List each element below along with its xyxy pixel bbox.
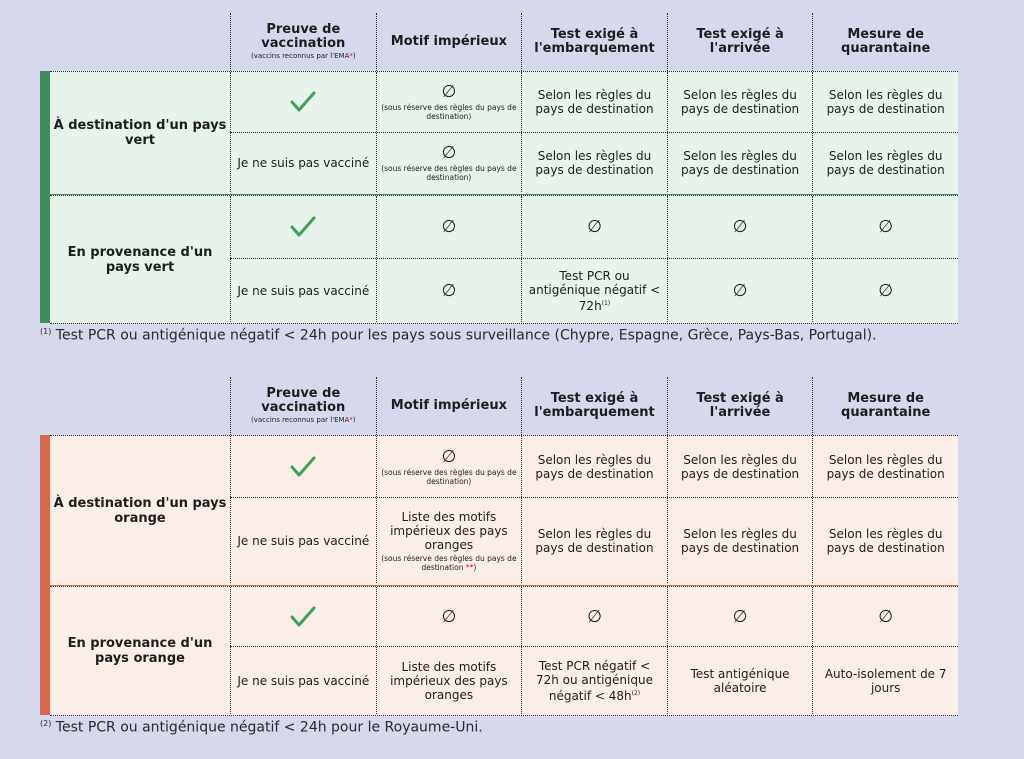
header-quarantine: Mesure de quarantaine: [812, 13, 958, 71]
empty-set-icon: ∅: [441, 142, 457, 163]
table-row: Je ne suis pas vacciné Liste des motifs …: [230, 647, 958, 714]
vaccinated-check: [230, 196, 376, 258]
check-icon: [290, 456, 316, 476]
arrival-cell: Selon les règles du pays de destination: [666, 436, 813, 497]
table-body: À destination d'un pays orange ∅ (sous ré…: [40, 435, 958, 716]
table-row: Je ne suis pas vacciné ∅ (sous réserve de…: [230, 133, 958, 192]
empty-set-icon: ∅: [441, 606, 457, 627]
header-reason: Motif impérieux: [375, 13, 522, 71]
reason-cell: Liste des motifs impérieux des pays oran…: [375, 498, 522, 583]
table-row: ∅ ∅ ∅ ∅: [230, 587, 958, 647]
group-from-orange: En provenance d'un pays orange ∅ ∅ ∅ ∅ J…: [50, 586, 958, 716]
arrival-cell: Selon les règles du pays de destination: [666, 72, 813, 132]
empty-set-icon: ∅: [441, 82, 457, 102]
arrival-cell: ∅: [666, 196, 813, 258]
quarantine-cell: Auto-isolement de 7 jours: [812, 647, 958, 714]
header-test-boarding: Test exigé à l'embarquement: [521, 377, 667, 435]
boarding-cell: ∅: [521, 587, 667, 646]
boarding-cell: ∅: [521, 196, 667, 258]
unvaccinated-cell: Je ne suis pas vacciné: [230, 259, 376, 322]
quarantine-cell: Selon les règles du pays de destination: [812, 436, 958, 497]
table-row: ∅ (sous réserve des règles du pays de des…: [230, 436, 958, 498]
empty-set-icon: ∅: [878, 217, 894, 237]
quarantine-cell: Selon les règles du pays de destination: [812, 133, 958, 192]
arrival-cell: ∅: [666, 259, 813, 322]
empty-set-icon: ∅: [732, 217, 748, 237]
header-test-arrival: Test exigé à l'arrivée: [666, 377, 813, 435]
empty-set-icon: ∅: [441, 217, 457, 237]
boarding-cell: Selon les règles du pays de destination: [521, 72, 667, 132]
header-proof-vaccination: Preuve de vaccination (vaccins reconnus …: [230, 13, 376, 71]
orange-color-bar: [40, 435, 50, 715]
header-proof-title: Preuve de vaccination: [261, 386, 346, 415]
boarding-cell: Selon les règles du pays de destination: [521, 498, 667, 583]
empty-set-icon: ∅: [587, 217, 602, 237]
empty-set-icon: ∅: [732, 280, 748, 301]
quarantine-cell: Selon les règles du pays de destination: [812, 72, 958, 132]
quarantine-cell: ∅: [812, 196, 958, 258]
footnote-2: (2) Test PCR ou antigénique négatif < 24…: [40, 719, 483, 736]
empty-set-icon: ∅: [441, 280, 457, 301]
boarding-cell: Selon les règles du pays de destination: [521, 436, 667, 497]
unvaccinated-cell: Je ne suis pas vacciné: [230, 498, 376, 583]
group-label: En provenance d'un pays orange: [67, 636, 213, 666]
reason-cell: ∅: [375, 196, 522, 258]
table-row: ∅ (sous réserve des règles du pays de des…: [230, 72, 958, 133]
unvaccinated-cell: Je ne suis pas vacciné: [230, 647, 376, 714]
quarantine-cell: Selon les règles du pays de destination: [812, 498, 958, 583]
group-label: À destination d'un pays vert: [53, 118, 227, 148]
vaccinated-check: [230, 587, 376, 646]
arrival-cell: Test antigénique aléatoire: [666, 647, 813, 714]
header-test-arrival: Test exigé à l'arrivée: [666, 13, 813, 71]
vaccinated-check: [230, 436, 376, 497]
table-row: Je ne suis pas vacciné ∅ Test PCR ou ant…: [230, 259, 958, 322]
header-test-boarding: Test exigé à l'embarquement: [521, 13, 667, 71]
group-dest-green: À destination d'un pays vert ∅ (sous rése…: [50, 71, 958, 196]
check-icon: [290, 216, 316, 237]
green-color-bar: [40, 71, 50, 323]
group-label: En provenance d'un pays vert: [67, 244, 213, 275]
table-body: À destination d'un pays vert ∅ (sous rése…: [40, 71, 958, 324]
table-row: Je ne suis pas vacciné Liste des motifs …: [230, 498, 958, 583]
reason-cell: ∅ (sous réserve des règles du pays de des…: [375, 133, 522, 192]
empty-set-icon: ∅: [878, 280, 894, 301]
footnote-1: (1) Test PCR ou antigénique négatif < 24…: [40, 327, 877, 344]
table-header: Preuve de vaccination (vaccins reconnus …: [230, 13, 958, 71]
reason-cell: ∅ (sous réserve des règles du pays de des…: [375, 72, 522, 132]
arrival-cell: Selon les règles du pays de destination: [666, 498, 813, 583]
orange-country-table: Preuve de vaccination (vaccins reconnus …: [40, 377, 958, 716]
header-proof-vaccination: Preuve de vaccination (vaccins reconnus …: [230, 377, 376, 435]
header-proof-subtitle: (vaccins reconnus par l'EMA*): [250, 416, 356, 424]
boarding-cell: Selon les règles du pays de destination: [521, 133, 667, 192]
reason-cell: Liste des motifs impérieux des pays oran…: [375, 647, 522, 714]
reason-cell: ∅ (sous réserve des règles du pays de des…: [375, 436, 522, 497]
empty-set-icon: ∅: [587, 606, 602, 627]
reason-cell: ∅: [375, 259, 522, 322]
header-reason: Motif impérieux: [375, 377, 522, 435]
quarantine-cell: ∅: [812, 587, 958, 646]
header-proof-title: Preuve de vaccination: [261, 22, 346, 51]
boarding-cell: Test PCR négatif < 72h ou antigénique né…: [521, 647, 667, 714]
check-icon: [290, 91, 316, 112]
reason-cell: ∅: [375, 587, 522, 646]
green-country-table: Preuve de vaccination (vaccins reconnus …: [40, 13, 958, 324]
empty-set-icon: ∅: [441, 446, 457, 467]
group-from-green: En provenance d'un pays vert ∅ ∅ ∅ ∅ Je …: [50, 195, 958, 324]
quarantine-cell: ∅: [812, 259, 958, 322]
empty-set-icon: ∅: [878, 606, 894, 627]
check-icon: [290, 606, 316, 626]
table-header: Preuve de vaccination (vaccins reconnus …: [230, 377, 958, 435]
vaccinated-check: [230, 72, 376, 132]
header-quarantine: Mesure de quarantaine: [812, 377, 958, 435]
table-row: ∅ ∅ ∅ ∅: [230, 196, 958, 259]
header-proof-subtitle: (vaccins reconnus par l'EMA*): [250, 52, 356, 60]
group-label: À destination d'un pays orange: [53, 495, 227, 526]
empty-set-icon: ∅: [732, 606, 748, 627]
arrival-cell: Selon les règles du pays de destination: [666, 133, 813, 192]
boarding-cell: Test PCR ou antigénique négatif < 72h(1): [521, 259, 667, 322]
arrival-cell: ∅: [666, 587, 813, 646]
unvaccinated-cell: Je ne suis pas vacciné: [230, 133, 376, 192]
group-dest-orange: À destination d'un pays orange ∅ (sous ré…: [50, 435, 958, 587]
